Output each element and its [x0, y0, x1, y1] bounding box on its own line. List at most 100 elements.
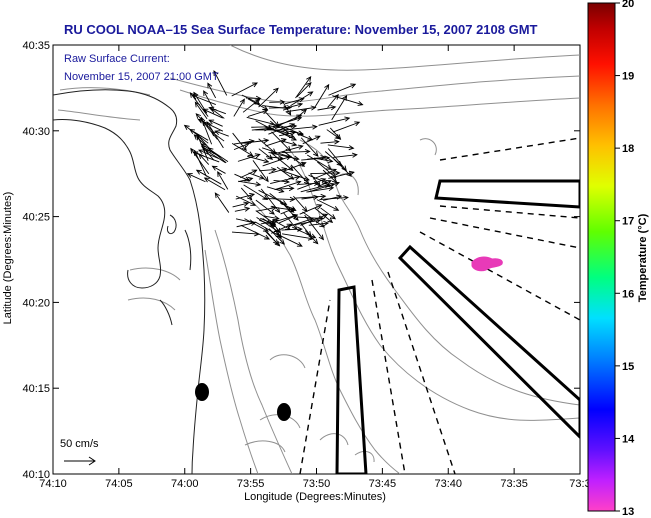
current-time: November 15, 2007 21:00 GMT [64, 71, 219, 83]
current-vector [312, 168, 337, 180]
current-vector [283, 212, 298, 231]
current-vector [328, 170, 355, 179]
current-vector [193, 91, 208, 114]
current-vector [280, 169, 310, 181]
colorbar-tick-label: 18 [622, 143, 634, 155]
current-vector [316, 199, 340, 211]
current-vector [195, 169, 222, 185]
y-tick-label: 40:10 [22, 469, 50, 481]
current-vector [322, 169, 338, 184]
current-vector [333, 152, 358, 158]
y-tick-label: 40:25 [22, 212, 50, 224]
current-vector [301, 194, 320, 200]
current-vector [235, 192, 256, 200]
current-vector [236, 220, 257, 228]
colorbar-tick-label: 17 [622, 216, 634, 228]
current-vector [313, 83, 330, 109]
current-vector [290, 164, 310, 185]
y-tick-label: 40:15 [22, 383, 50, 395]
current-vector [271, 223, 293, 234]
current-vector [236, 195, 257, 206]
y-tick-label: 40:20 [22, 297, 50, 309]
current-vector [196, 134, 209, 161]
current-vector [238, 176, 254, 183]
current-vector [276, 166, 295, 180]
current-vector [295, 76, 312, 99]
current-vector [266, 186, 285, 194]
current-vector [265, 138, 287, 147]
x-tick-label: 74:10 [39, 478, 67, 490]
current-vector [270, 152, 294, 172]
current-vector [320, 207, 337, 220]
current-vector [260, 217, 277, 226]
x-axis-label: Longitude (Degrees:Minutes) [244, 491, 386, 503]
current-vector [332, 121, 361, 133]
colorbar-tick-label: 20 [622, 0, 634, 10]
radar-site-marker [277, 403, 291, 421]
current-vector [323, 194, 343, 201]
current-vector [232, 201, 250, 208]
map-title: RU COOL NOAA–15 Sea Surface Temperature:… [64, 22, 538, 37]
current-vector [280, 207, 295, 215]
current-vector [271, 131, 292, 152]
current-vector [203, 90, 215, 110]
current-vector [248, 172, 265, 180]
y-tick-label: 40:30 [22, 126, 50, 138]
current-vector [304, 230, 319, 245]
x-tick-label: 73:3 [569, 478, 590, 490]
current-vector [194, 101, 208, 120]
current-vector [240, 169, 258, 179]
current-vector [308, 220, 330, 227]
current-vector [255, 199, 275, 215]
surface-current-vectors [183, 70, 364, 247]
current-vector [183, 124, 209, 144]
x-tick-label: 74:05 [105, 478, 133, 490]
current-vector [286, 102, 304, 109]
x-tick-label: 73:35 [500, 478, 528, 490]
current-vector [211, 165, 226, 174]
y-axis-label: Latitude (Degrees:Minutes) [2, 192, 14, 325]
current-vector [285, 130, 304, 136]
current-vector [288, 217, 314, 227]
current-vector [202, 147, 215, 161]
current-vector [327, 144, 355, 151]
current-vector [237, 153, 261, 162]
current-vector [267, 220, 282, 240]
current-vector [186, 173, 206, 183]
current-vector [231, 82, 258, 97]
current-vector [306, 154, 332, 170]
current-vector [332, 95, 364, 106]
current-vector [328, 83, 357, 96]
x-tick-label: 73:40 [434, 478, 462, 490]
sst-patch [471, 256, 503, 272]
current-vector [293, 195, 308, 213]
current-vector [197, 118, 224, 132]
current-vector [319, 195, 349, 201]
current-vector [294, 193, 327, 200]
radar-site-marker [195, 383, 209, 401]
current-vector [207, 82, 217, 99]
current-vector [231, 231, 260, 237]
current-vector [302, 211, 326, 228]
exclusion-zones [335, 179, 580, 474]
current-vector [296, 82, 312, 98]
current-vector [232, 132, 247, 152]
colorbar-tick-label: 14 [622, 433, 635, 445]
current-vector [317, 161, 337, 179]
current-vector [300, 137, 319, 157]
current-vector [318, 116, 351, 126]
current-vector [300, 213, 329, 226]
current-vector [203, 177, 226, 191]
y-tick-label: 40:35 [22, 40, 50, 52]
current-vector [240, 187, 253, 201]
x-tick-label: 73:45 [369, 478, 397, 490]
current-vector [300, 223, 312, 237]
current-vector [326, 129, 341, 140]
current-vector [246, 116, 276, 126]
current-vector [285, 105, 317, 113]
current-vector [214, 192, 230, 213]
current-vector [276, 185, 295, 192]
current-vector [200, 143, 229, 162]
colorbar-tick-label: 19 [622, 71, 634, 83]
colorbar-tick-label: 13 [622, 506, 634, 518]
